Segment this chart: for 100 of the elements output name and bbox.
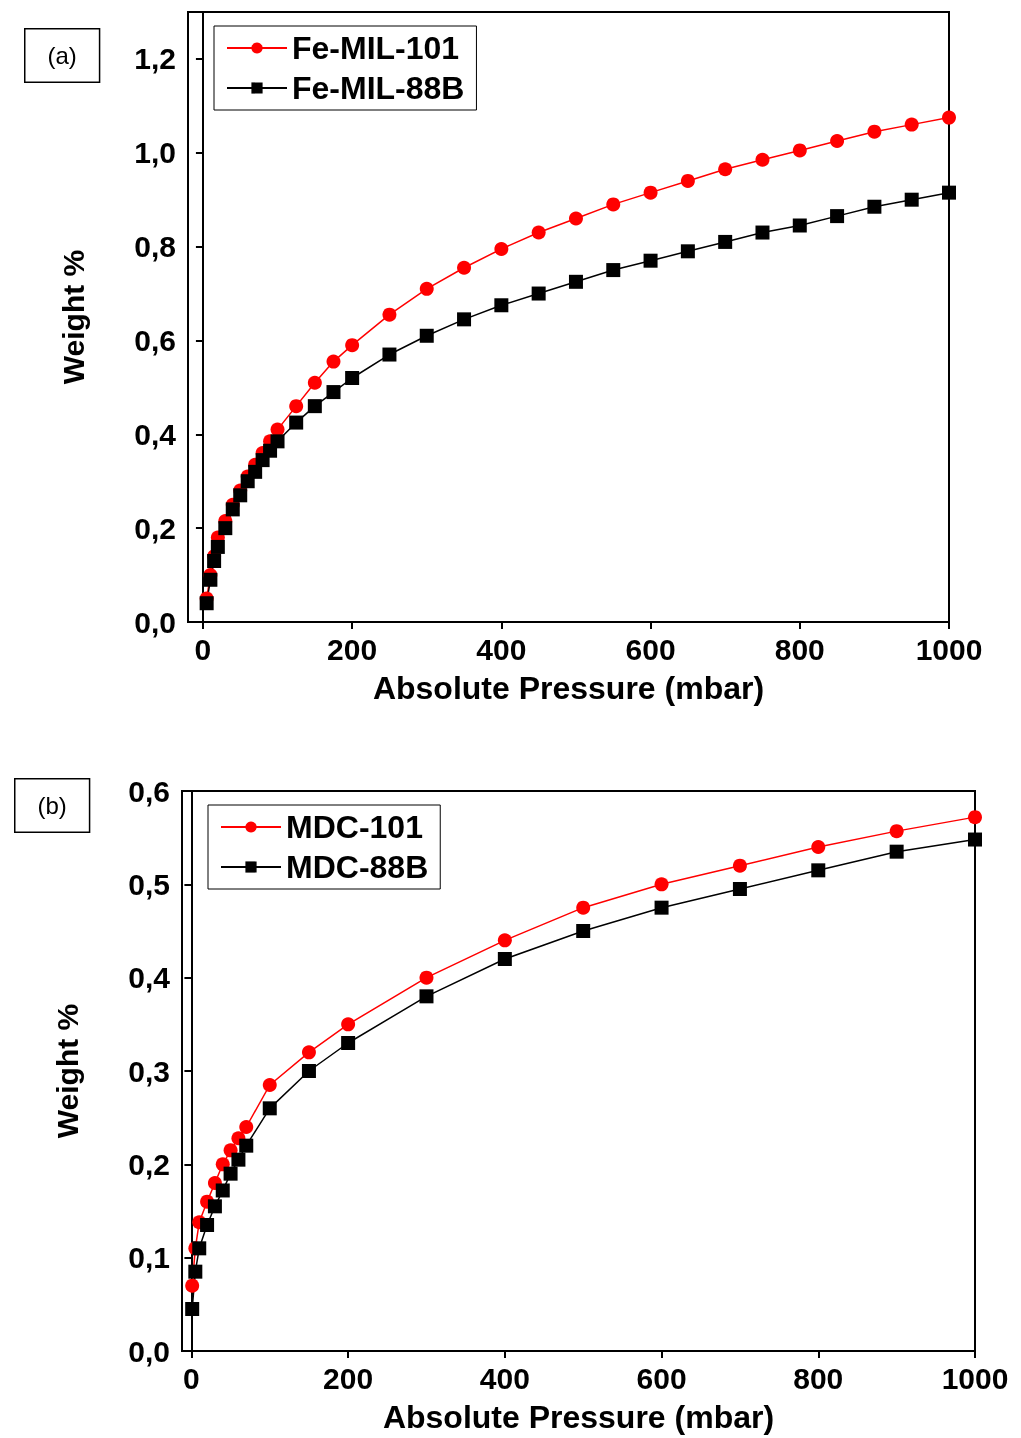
point — [497, 952, 512, 966]
point — [341, 1036, 356, 1050]
y-tick-label: 0,8 — [134, 230, 176, 264]
x-tick-label: 200 — [327, 632, 378, 666]
point — [248, 464, 263, 479]
point — [904, 192, 919, 207]
point — [792, 143, 807, 158]
point — [732, 858, 747, 873]
point — [654, 877, 669, 892]
y-tick-label: 0,4 — [134, 417, 177, 451]
legend-label: MDC-101 — [286, 809, 423, 845]
point — [680, 244, 695, 259]
point — [494, 241, 509, 256]
y-axis-title: Weight % — [56, 249, 90, 385]
point — [239, 1138, 254, 1153]
point — [568, 211, 583, 226]
point — [307, 375, 322, 390]
x-tick-label: 600 — [636, 1361, 687, 1395]
point — [968, 832, 982, 847]
text: (b) — [37, 792, 67, 819]
point — [188, 1264, 203, 1279]
y-axis-title: Weight % — [50, 1003, 84, 1139]
point — [889, 824, 904, 839]
point — [231, 1152, 246, 1167]
point — [218, 521, 233, 536]
y-tick-label: 0,0 — [134, 605, 176, 639]
point — [457, 260, 472, 275]
text: (a) — [47, 42, 77, 69]
point — [494, 298, 509, 313]
point — [345, 338, 360, 353]
x-tick-label: 1000 — [941, 1361, 1009, 1395]
legend-label: MDC-88B — [286, 849, 429, 885]
point — [382, 307, 397, 322]
y-tick-label: 0,0 — [128, 1334, 170, 1368]
point — [755, 225, 770, 240]
point — [207, 554, 222, 568]
point — [223, 1166, 238, 1181]
point — [732, 882, 747, 896]
point — [942, 110, 956, 125]
point — [654, 900, 669, 915]
point — [215, 1157, 230, 1172]
point — [199, 596, 214, 611]
x-tick-label: 200 — [323, 1361, 374, 1395]
point — [457, 312, 472, 327]
y-tick-label: 0,4 — [128, 961, 171, 995]
point — [811, 863, 826, 878]
point — [262, 1101, 277, 1116]
point — [811, 840, 826, 854]
point — [419, 281, 434, 296]
point — [497, 933, 512, 948]
y-tick-label: 0,3 — [128, 1054, 170, 1088]
point — [326, 385, 341, 400]
legend-label: Fe-MIL-88B — [292, 70, 465, 106]
x-tick-label: 800 — [793, 1361, 844, 1395]
y-tick-label: 1,0 — [134, 136, 176, 170]
x-tick-label: 1000 — [915, 632, 983, 666]
y-tick-label: 0,2 — [134, 511, 176, 545]
point — [341, 1017, 356, 1032]
y-tick-label: 0,5 — [128, 867, 170, 901]
point — [904, 117, 919, 132]
point — [792, 218, 807, 233]
y-tick-label: 0,6 — [134, 323, 176, 357]
point — [225, 502, 240, 517]
point — [643, 185, 658, 200]
point — [531, 225, 546, 240]
x-tick-label: 400 — [476, 632, 527, 666]
point — [718, 234, 733, 249]
point — [262, 1078, 277, 1092]
point — [718, 162, 733, 177]
x-tick-label: 0 — [183, 1361, 200, 1395]
x-tick-label: 800 — [774, 632, 825, 666]
point — [203, 572, 218, 587]
point — [830, 209, 845, 224]
point — [200, 1218, 215, 1232]
point — [755, 152, 770, 167]
point — [382, 347, 397, 362]
legend-label: Fe-MIL-101 — [292, 30, 460, 66]
point — [301, 1045, 316, 1060]
point — [185, 1302, 200, 1316]
point — [239, 1120, 254, 1134]
point — [233, 488, 248, 503]
point — [207, 1199, 222, 1214]
y-tick-label: 0,2 — [128, 1147, 170, 1181]
point — [531, 286, 546, 301]
point — [345, 371, 360, 385]
point — [419, 328, 434, 343]
point — [419, 989, 434, 1004]
y-tick-label: 1,2 — [134, 42, 176, 76]
point — [889, 844, 904, 859]
x-axis-title: Absolute Pressure (mbar) — [382, 1399, 775, 1435]
point — [301, 1064, 316, 1078]
x-tick-label: 400 — [479, 1361, 530, 1395]
x-axis-title: Absolute Pressure (mbar) — [372, 670, 765, 706]
point — [185, 1278, 200, 1293]
point — [289, 415, 304, 430]
point — [606, 263, 621, 278]
point — [867, 124, 882, 139]
point — [576, 900, 591, 915]
y-tick-label: 0,6 — [128, 774, 170, 808]
point — [210, 539, 225, 554]
